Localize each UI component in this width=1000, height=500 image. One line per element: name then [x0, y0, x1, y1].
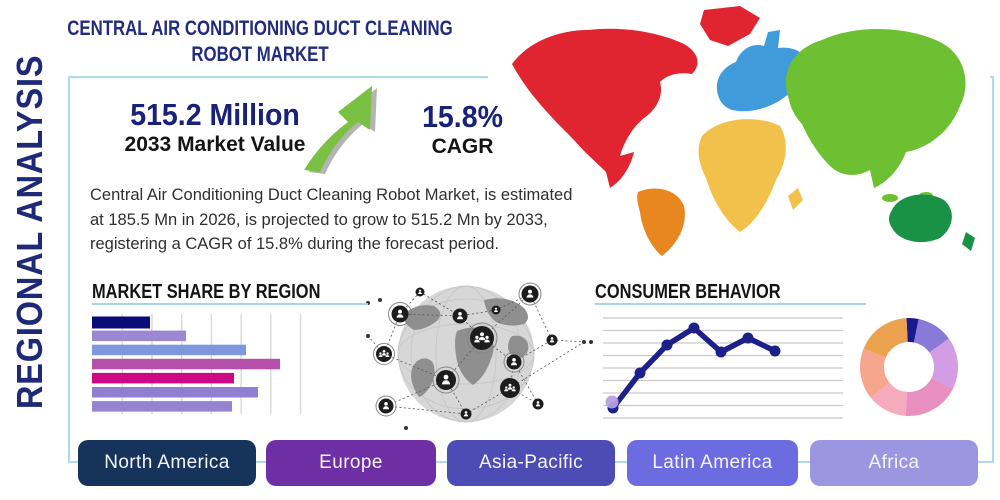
cagr-number: 15.8% [422, 99, 503, 134]
page-title-line1: CENTRAL AIR CONDITIONING DUCT CLEANING [67, 17, 453, 40]
continent-north-america [512, 6, 760, 188]
continent-africa [698, 119, 803, 232]
region-button-latin-america[interactable]: Latin America [627, 440, 798, 486]
market-value-number: 515.2 Million [130, 97, 300, 132]
network-nodes [366, 282, 593, 430]
continent-europe [716, 30, 809, 112]
market-share-bar-chart [92, 314, 302, 414]
cagr-stat: 15.8% CAGR [400, 100, 525, 160]
market-share-heading: MARKET SHARE BY REGION [92, 281, 321, 303]
continent-australia [889, 194, 975, 251]
region-button-north-america[interactable]: North America [78, 440, 256, 486]
side-vertical-label: REGIONAL ANALYSIS [9, 54, 50, 409]
world-map-illustration [488, 0, 990, 262]
page-title-line2: ROBOT MARKET [191, 43, 329, 66]
regional-share-donut-chart [860, 318, 958, 416]
consumer-behavior-line-chart [603, 317, 843, 419]
consumer-behavior-underline [595, 303, 866, 305]
market-share-underline [92, 303, 368, 305]
region-button-asia-pacific[interactable]: Asia-Pacific [447, 440, 615, 486]
cagr-caption: CAGR [431, 135, 494, 158]
globe-network-illustration [366, 282, 593, 430]
growth-arrow-icon [304, 86, 377, 174]
continent-south-america [637, 188, 685, 256]
page-title: CENTRAL AIR CONDITIONING DUCT CLEANING R… [52, 16, 468, 68]
market-value-stat: 515.2 Million 2033 Market Value [90, 98, 340, 158]
consumer-behavior-heading: CONSUMER BEHAVIOR [595, 281, 781, 303]
region-button-europe[interactable]: Europe [266, 440, 436, 486]
region-button-africa[interactable]: Africa [810, 440, 978, 486]
market-value-caption: 2033 Market Value [124, 133, 306, 156]
market-description: Central Air Conditioning Duct Cleaning R… [90, 186, 573, 253]
network-links [367, 291, 585, 415]
